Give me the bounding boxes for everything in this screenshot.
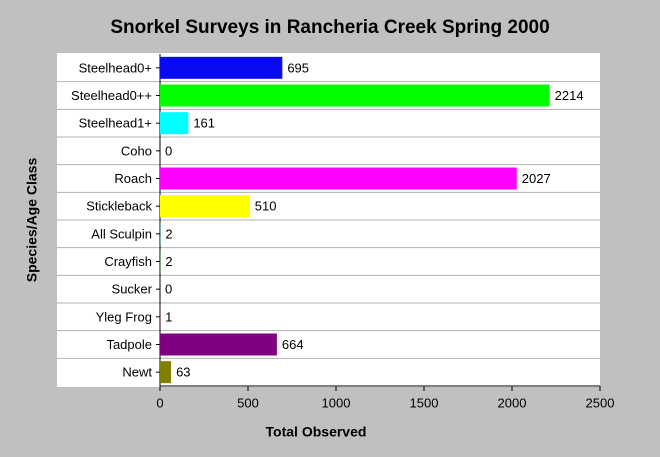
y-tick-label: Crayfish	[104, 254, 152, 269]
y-tick-label: Sucker	[112, 282, 153, 297]
x-tick-label: 1000	[322, 395, 351, 410]
data-label: 1	[165, 309, 172, 324]
bar	[160, 84, 550, 107]
chart-title: Snorkel Surveys in Rancheria Creek Sprin…	[110, 17, 549, 38]
data-label: 2214	[555, 88, 584, 103]
y-tick-label: Newt	[122, 365, 152, 380]
data-label: 2	[165, 226, 172, 241]
x-tick-label: 2500	[586, 395, 615, 410]
bar	[160, 56, 283, 79]
bar	[160, 195, 250, 218]
data-label: 2	[165, 254, 172, 269]
data-label: 0	[165, 143, 172, 158]
x-tick-label: 2000	[498, 395, 527, 410]
y-tick-label: Steelhead0+	[79, 60, 152, 75]
y-tick-label: All Sculpin	[91, 226, 152, 241]
y-tick-label: Steelhead1+	[79, 116, 152, 131]
y-tick-label: Coho	[121, 143, 152, 158]
data-label: 2027	[522, 171, 551, 186]
x-tick-label: 0	[156, 395, 163, 410]
data-label: 161	[193, 116, 215, 131]
x-axis-title: Total Observed	[266, 424, 367, 440]
x-tick-label: 500	[237, 395, 259, 410]
y-tick-label: Roach	[114, 171, 152, 186]
data-label: 695	[287, 60, 309, 75]
y-tick-label: Tadpole	[106, 337, 152, 352]
data-label: 510	[255, 199, 277, 214]
y-tick-label: Stickleback	[86, 199, 152, 214]
bar	[160, 333, 277, 356]
data-label: 0	[165, 282, 172, 297]
y-tick-label: Steelhead0++	[71, 88, 152, 103]
data-label: 63	[176, 365, 190, 380]
y-tick-label: Yleg Frog	[96, 309, 152, 324]
x-tick-label: 1500	[410, 395, 439, 410]
bar	[160, 361, 172, 384]
y-axis-title: Species/Age Class	[24, 158, 40, 283]
bar	[160, 167, 517, 190]
data-label: 664	[282, 337, 304, 352]
bar	[160, 112, 189, 135]
